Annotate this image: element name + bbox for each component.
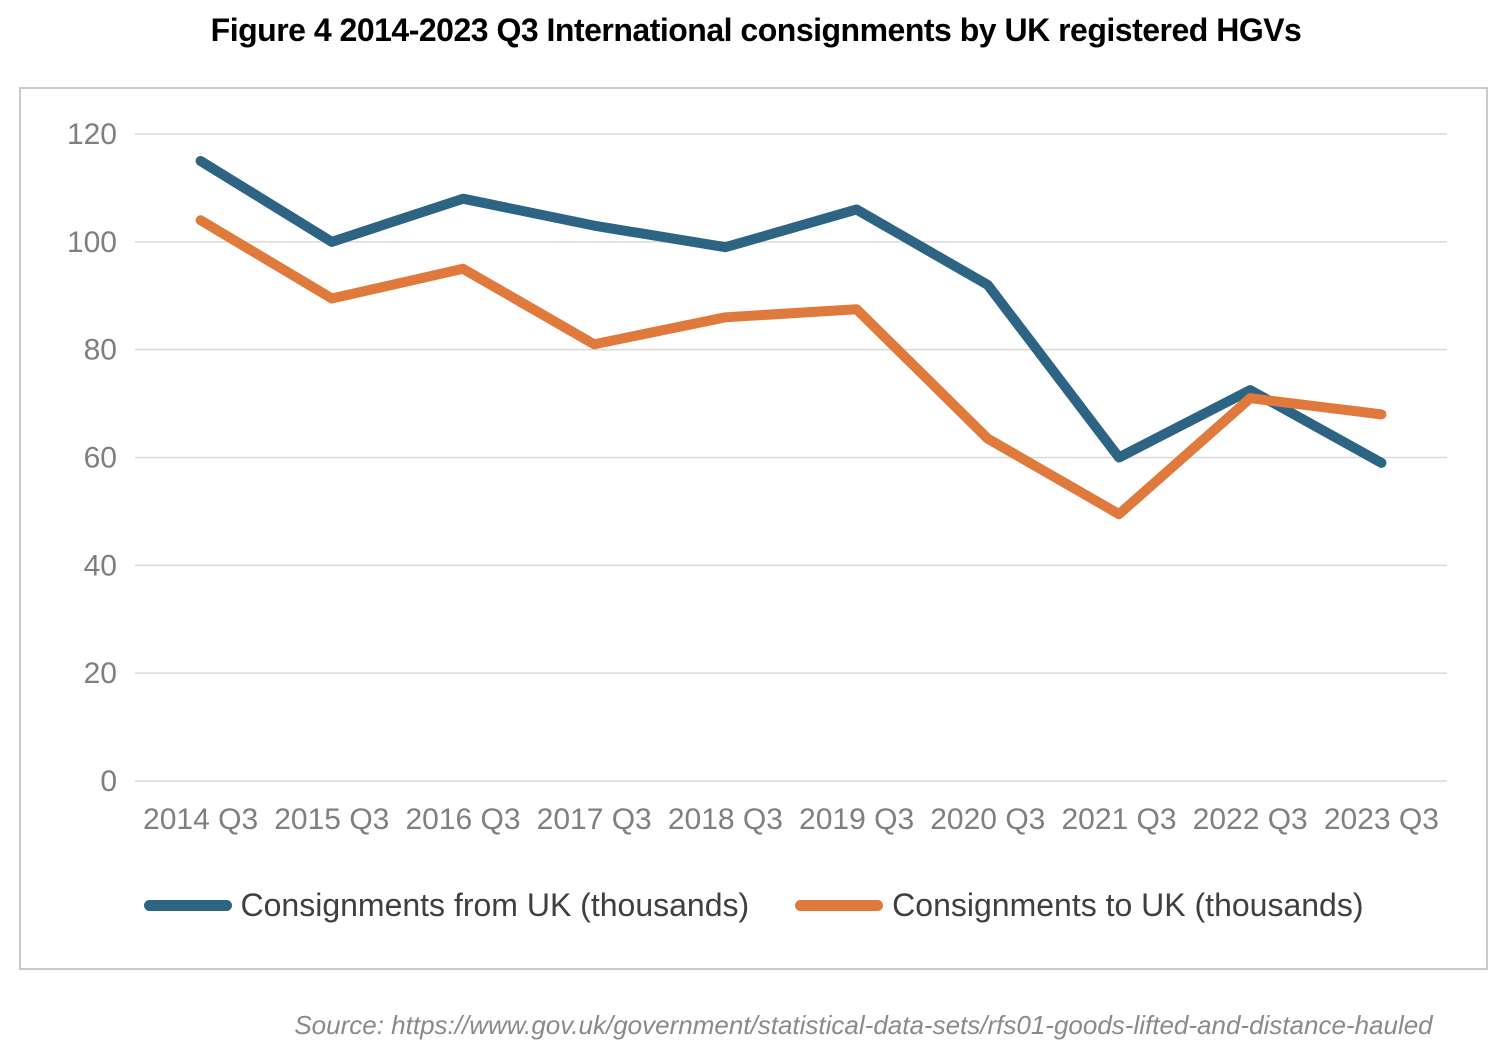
legend-item-from-uk: Consignments from UK (thousands) [143,887,750,924]
legend-label-to-uk: Consignments to UK (thousands) [892,887,1364,923]
x-tick-label: 2019 Q3 [799,803,914,836]
chart-legend: Consignments from UK (thousands) Consign… [21,887,1486,924]
x-tick-label: 2023 Q3 [1324,803,1439,836]
x-tick-label: 2016 Q3 [405,803,520,836]
x-axis-labels: 2014 Q3 2015 Q3 2016 Q3 2017 Q3 2018 Q3 2019 … [143,803,1439,836]
figure-title: Figure 4 2014-2023 Q3 International cons… [210,12,1302,48]
gridlines-group [135,133,1447,782]
x-tick-label: 2015 Q3 [274,803,389,836]
series-line-to-uk [195,215,1387,520]
x-tick-label: 2018 Q3 [668,803,783,836]
x-tick-label: 2014 Q3 [143,803,258,836]
y-tick-label: 40 [84,549,117,582]
x-tick-label: 2017 Q3 [537,803,652,836]
source-note: Source: https://www.gov.uk/government/st… [294,1010,1433,1040]
x-tick-label: 2020 Q3 [930,803,1045,836]
y-tick-label: 100 [67,226,117,259]
y-tick-label: 120 [67,118,117,151]
y-tick-label: 0 [100,765,117,798]
y-axis-labels: 0 20 40 60 80 100 120 [67,118,117,798]
from-uk-line-swatch [143,900,232,911]
legend-label-from-uk: Consignments from UK (thousands) [240,887,750,923]
x-tick-label: 2022 Q3 [1193,803,1308,836]
legend-item-to-uk: Consignments to UK (thousands) [795,887,1364,924]
y-tick-label: 60 [84,442,117,475]
y-tick-label: 80 [84,334,117,367]
y-tick-label: 20 [84,657,117,690]
line-chart-svg: 0 20 40 60 80 100 120 2014 Q3 2015 Q3 2016 Q3 2017… [67,118,1447,836]
chart-frame: 0 20 40 60 80 100 120 2014 Q3 2015 Q3 2016 Q3 2017… [19,87,1488,970]
to-uk-line-swatch [795,900,884,911]
x-tick-label: 2021 Q3 [1061,803,1176,836]
series-line-from-uk [195,155,1387,468]
